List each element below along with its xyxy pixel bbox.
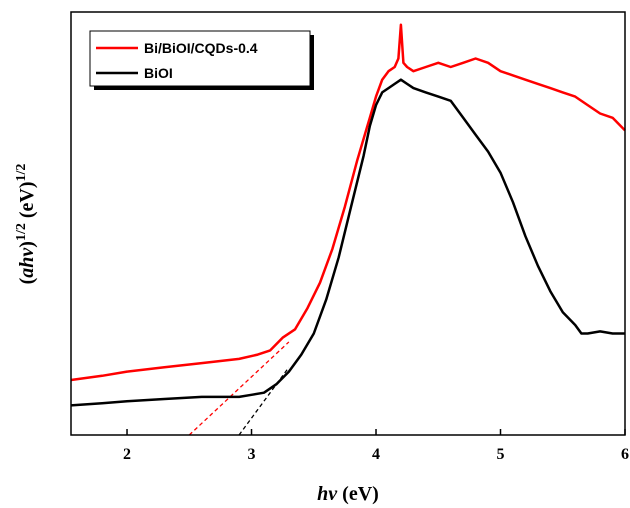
plot-frame [70,11,626,436]
y-axis-title-symbol: ahv [16,247,38,278]
x-tick-label: 5 [497,446,505,463]
series-line-1 [70,78,625,407]
y-axis-title-close: ) [16,241,38,248]
x-tick-label: 4 [372,446,380,463]
y-axis-title-unit: (eV) [16,182,38,224]
x-tick-label: 6 [621,446,629,463]
x-axis-title: hv (eV) [317,483,379,505]
y-axis-title: (ahv)1/2 (eV)1/2 [14,164,38,285]
y-axis-title-exp2: 1/2 [14,164,29,182]
y-axis-title-group: (ahv)1/2 (eV)1/2 [14,164,38,285]
legend-label-series-1: BiOI [144,65,173,81]
annotations-layer [188,341,290,436]
tangent-line-0 [188,341,290,436]
legend: Bi/BiOI/CQDs-0.4 BiOI [89,30,314,90]
x-tick-label: 3 [248,446,256,463]
y-axis-title-open: ( [16,277,38,284]
legend-box [89,30,311,87]
series-line-0 [70,23,626,382]
y-axis-title-exp1: 1/2 [14,223,29,241]
ticks-layer: 2 3 4 5 6 [123,429,629,463]
series-layer [70,23,626,407]
legend-label-series-0: Bi/BiOI/CQDs-0.4 [144,40,258,56]
x-axis-title-unit: (eV) [337,483,379,505]
x-axis-title-symbol: hv [317,483,338,505]
x-tick-label: 2 [123,446,131,463]
